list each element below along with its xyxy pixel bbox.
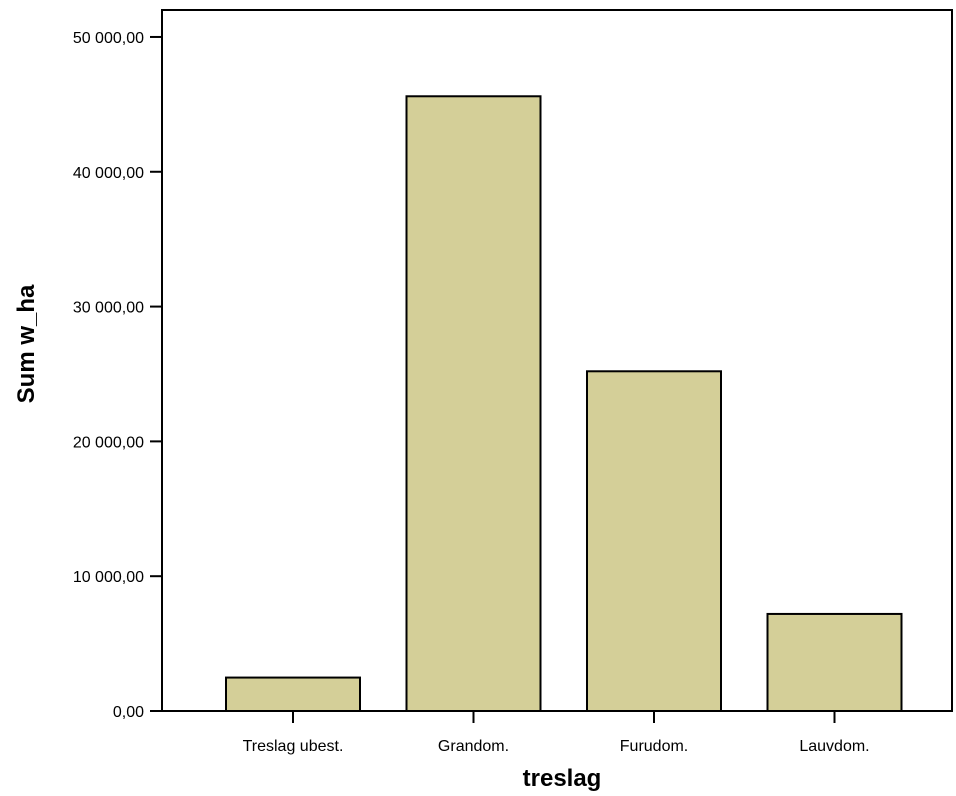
y-tick-label: 40 000,00 xyxy=(73,165,144,182)
bar-grandom xyxy=(405,95,542,713)
y-axis: 0,00 10 000,00 20 000,00 30 000,00 40 000,00… xyxy=(73,30,162,721)
x-tick-label: Grandom. xyxy=(438,738,509,755)
y-tick-label: 20 000,00 xyxy=(73,434,144,451)
y-tick-label: 30 000,00 xyxy=(73,300,144,317)
plot-frame xyxy=(161,9,953,712)
bars xyxy=(225,95,903,713)
bar-treslag-ubest xyxy=(225,676,361,712)
y-tick-label: 10 000,00 xyxy=(73,569,144,586)
x-tick-label: Furudom. xyxy=(620,738,688,755)
x-axis-title: treslag xyxy=(523,765,602,792)
y-axis-title: Sum w_ha xyxy=(13,284,40,403)
y-tick-label: 50 000,00 xyxy=(73,30,144,47)
x-axis: Treslag ubest. Grandom. Furudom. Lauvdom. xyxy=(243,711,870,755)
x-tick-label: Lauvdom. xyxy=(799,738,869,755)
x-tick-label: Treslag ubest. xyxy=(243,738,344,755)
plot-border xyxy=(161,9,953,712)
bar-furudom xyxy=(586,370,722,712)
y-tick-label: 0,00 xyxy=(113,704,144,721)
bar-lauvdom xyxy=(766,612,903,713)
